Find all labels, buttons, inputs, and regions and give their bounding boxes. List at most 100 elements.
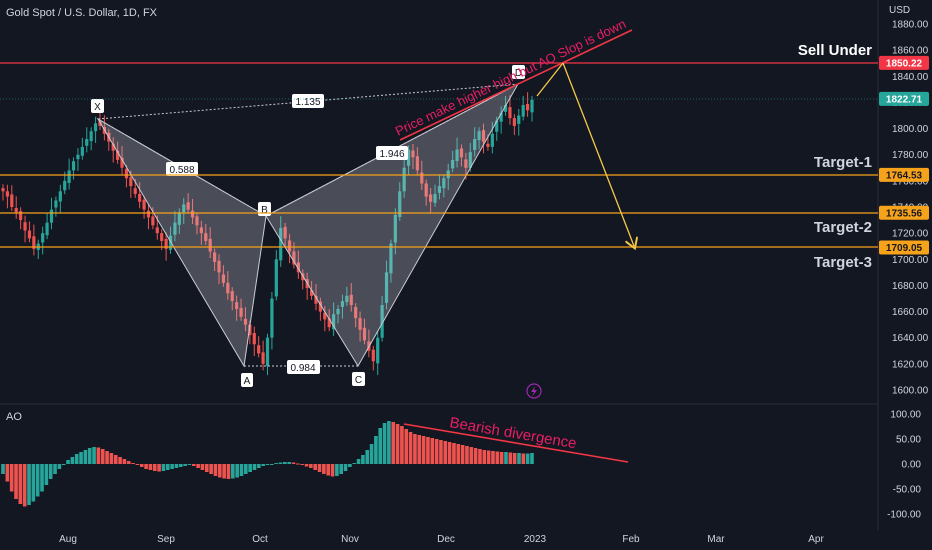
ao-bar [161,464,166,471]
ao-bar [235,464,239,478]
ao-bar [352,463,357,464]
ao-bar [447,442,452,464]
ao-bar [218,464,222,478]
ao-tick-label: 50.00 [896,435,921,446]
candle-body [384,272,389,303]
candle-body [525,103,530,111]
ao-bar [204,464,209,472]
candle-body [292,251,296,265]
ao-bar [53,464,57,474]
candle-body [473,139,477,151]
ao-bar [113,455,118,464]
ao-bar [1,464,5,474]
ao-bar [261,464,265,466]
ao-bar [14,464,18,499]
candle-body [243,318,248,325]
ratio-label-ac: 0.984 [287,360,320,374]
ao-bar [252,464,257,470]
ao-bar [322,464,326,474]
candle-body [160,233,164,241]
ao-bar [213,464,218,476]
ao-bar [486,450,491,464]
svg-text:1735.56: 1735.56 [886,208,923,219]
ao-bar [226,464,231,479]
candle-body [393,214,397,243]
point-label-b: B [258,202,271,216]
point-label-a: A [241,373,253,387]
point-label-x: X [91,99,104,113]
candle-body [477,131,481,141]
candle-body [235,302,239,309]
ratio-label-xd: 1.135 [292,94,324,108]
ao-divergence-line[interactable] [403,423,629,463]
candle-body [455,149,459,161]
time-tick-label: Nov [341,534,359,545]
candle-body [129,177,133,187]
candle-body [164,238,168,249]
ao-bar [291,462,296,464]
ao-bar [408,432,413,464]
target-1-label: Target-1 [814,154,872,171]
ao-bar [348,464,352,467]
ao-bar [330,464,335,477]
candle-body [146,210,151,218]
ao-bar [473,448,478,464]
candle-body [63,180,67,191]
ao-bar [478,449,482,464]
lightning-icon[interactable] [526,383,542,399]
svg-text:B: B [261,205,268,216]
ao-bar [374,436,378,464]
ao-bar [157,464,161,472]
ao-bar [434,439,439,464]
ao-bar [96,447,101,464]
candle-body [437,186,442,193]
ao-bar [40,464,44,492]
ao-bar [400,426,404,464]
ao-bar [335,464,339,476]
ao-bar [300,464,304,465]
ao-bar [183,464,187,466]
harmonic-pattern [96,82,520,368]
ao-bar [27,464,31,505]
ao-bar [270,464,274,465]
time-tick-label: Aug [59,534,77,545]
candle-body [116,150,120,160]
svg-text:D: D [515,68,522,79]
price-badge: 1850.22 [879,55,929,70]
candle-body [257,345,261,354]
point-label-d: D [512,65,525,79]
pattern-xab-triangle [96,117,267,368]
price-trend-line[interactable] [399,29,633,141]
candle-body [14,208,18,213]
candle-body [142,199,146,210]
candle-body [248,324,252,336]
ao-bar [265,464,270,465]
candle-body [67,170,71,183]
candle-body [486,143,490,147]
candle-body [371,349,375,362]
candle-body [58,191,62,202]
ao-bar [100,449,105,464]
ao-bar [456,444,461,464]
price-tick-label: 1780.00 [892,150,929,161]
ao-bar [174,464,179,468]
candle-body [195,216,199,226]
ao-bar [209,464,213,474]
ao-bar [317,464,322,472]
ao-tick-label: 0.00 [902,460,922,471]
pattern-bd-line [265,83,519,217]
price-tick-label: 1620.00 [892,359,929,370]
ao-bar [508,452,513,464]
candle-body [424,183,428,197]
ao-bar [222,464,226,479]
ao-tick-label: 100.00 [890,410,921,421]
candle-body [517,115,521,124]
candle-body [173,222,177,235]
candle-body [530,99,534,113]
candle-body [336,308,340,315]
ao-bar [369,444,374,464]
ao-bar [387,421,391,464]
ao-bar [391,422,396,464]
